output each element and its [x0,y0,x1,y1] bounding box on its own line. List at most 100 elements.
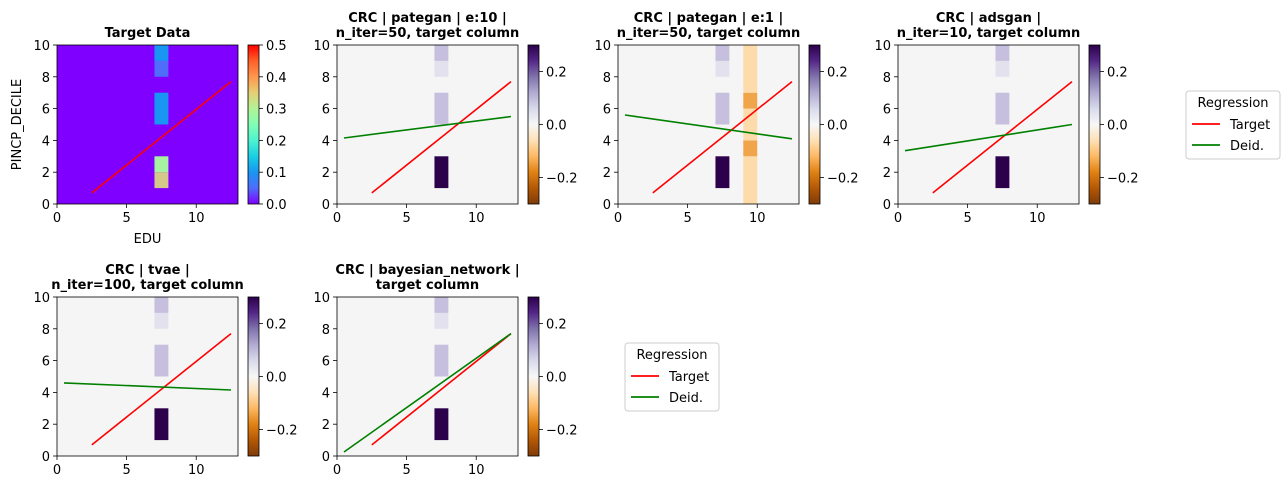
subplot-title: CRC | adsgan | n_iter=10, target column [897,11,1081,41]
legend-frame [1185,90,1281,160]
heatmap-cell [434,312,449,329]
heatmap-cell [434,45,449,61]
legend-frame [624,342,720,412]
deid-regression-line [624,114,793,140]
heatmap-cell [154,156,169,173]
y-tick-label: 4 [322,386,330,401]
colorbar-tick-label: 0.5 [266,39,287,54]
colorbar-tick-label: 0.2 [827,66,848,81]
heatmap-cell [154,408,169,441]
x-tick-label: 5 [402,463,410,478]
legend-title: Regression [636,348,707,363]
axes-frame [897,44,1080,205]
heatmap-cell [743,45,758,93]
y-tick-label: 4 [42,386,50,401]
colorbar-gradient [527,44,540,205]
y-tick-label: 2 [603,166,611,181]
x-tick-label: 0 [614,211,622,226]
deid-regression-line [904,123,1073,152]
heatmap-cell [995,45,1010,61]
subplot-3: 0 5 10 0 2 4 6 8 10 CRC | pategan | e:1 | n_iter=5… [594,11,858,226]
colorbar-tick-label: −0.2 [546,424,578,439]
heatmap-cell [715,92,730,125]
heatmap-cell [743,108,758,141]
colorbar-tick-label: 0.0 [546,371,567,386]
legend-entry-label: Deid. [1230,139,1264,154]
target-regression-line [932,80,1073,194]
y-tick-label: 6 [603,103,611,118]
colorbar-tick-label: 0.0 [266,198,287,213]
heatmap-cell [715,60,730,77]
colorbar-tick-label: 0.2 [546,318,567,333]
y-tick-label: 6 [883,103,891,118]
y-axis-label: PINCP_DECILE [10,79,25,170]
y-tick-label: 4 [883,134,891,149]
y-tick-label: 8 [322,71,330,86]
heatmap-cell [154,92,169,125]
colorbar-tick-label: −0.2 [546,172,578,187]
colorbar: −0.2 0.0 0.2 [247,296,298,457]
y-tick-label: 0 [603,198,611,213]
y-tick-label: 2 [883,166,891,181]
colorbar-gradient [808,44,821,205]
x-tick-label: 0 [894,211,902,226]
y-tick-label: 2 [42,418,50,433]
heatmap-cell [154,60,169,77]
y-tick-label: 8 [883,71,891,86]
subplot-6: 0 5 10 0 2 4 6 8 10 CRC | bayesian_network | targe… [313,263,577,478]
x-tick-label: 10 [468,463,485,478]
heatmap-cell [434,60,449,77]
x-tick-label: 0 [53,463,61,478]
colorbar-tick-label: −0.2 [827,172,859,187]
colorbar-tick-label: 0.4 [266,71,287,86]
y-tick-label: 0 [322,450,330,465]
legend-entry-label: Target [1229,118,1270,133]
legend-title: Regression [1197,96,1268,111]
heatmap-cell [743,156,758,189]
heatmap-cell [434,156,449,189]
y-tick-label: 6 [322,355,330,370]
deid-regression-line [343,115,512,139]
y-tick-label: 10 [33,39,50,54]
colorbar: −0.2 0.0 0.2 [527,296,578,457]
colorbar-tick-label: 0.2 [266,318,287,333]
heatmap-cell [154,172,169,189]
colorbar-tick-label: 0.0 [546,119,567,134]
deid-regression-line [63,382,232,391]
subplot-title: Target Data [105,26,191,41]
x-tick-label: 0 [333,463,341,478]
heatmap-cell [743,92,758,109]
colorbar-tick-label: 0.2 [1107,66,1128,81]
subplot-4: 0 5 10 0 2 4 6 8 10 CRC | adsgan | n_iter=10, targ… [874,11,1138,226]
subplots: 0 5 10 0 2 4 6 8 10 Target Data EDU PINCP_DECILE 0.0… [10,11,1139,478]
x-tick-label: 10 [1029,211,1046,226]
x-axis-label: EDU [134,232,162,247]
heatmap-cell [995,60,1010,77]
legend: Regression Target Deid. [624,342,720,412]
plot-background [57,297,238,456]
y-tick-label: 6 [322,103,330,118]
axes-frame [617,44,800,205]
y-tick-label: 0 [883,198,891,213]
target-regression-line [91,332,232,446]
y-tick-label: 10 [313,39,330,54]
heatmap-cell [743,140,758,157]
heatmap-cell [715,156,730,189]
heatmap-cell [154,312,169,329]
colorbar-tick-label: 0.3 [266,103,287,118]
colorbar-gradient [527,296,540,457]
heatmap-cell [995,92,1010,125]
axes-frame [56,44,239,205]
x-tick-label: 5 [122,463,130,478]
heatmap-cell [154,344,169,377]
axes-frame [336,296,519,457]
colorbar-tick-label: 0.1 [266,166,287,181]
colorbar-tick-label: −0.2 [1107,172,1139,187]
y-tick-label: 0 [322,198,330,213]
y-tick-label: 10 [33,291,50,306]
colorbar: 0.0 0.1 0.2 0.3 0.4 0.5 [247,39,287,213]
subplot-title: CRC | tvae | n_iter=100, target column [51,263,244,293]
y-tick-label: 10 [594,39,611,54]
y-tick-label: 4 [42,134,50,149]
